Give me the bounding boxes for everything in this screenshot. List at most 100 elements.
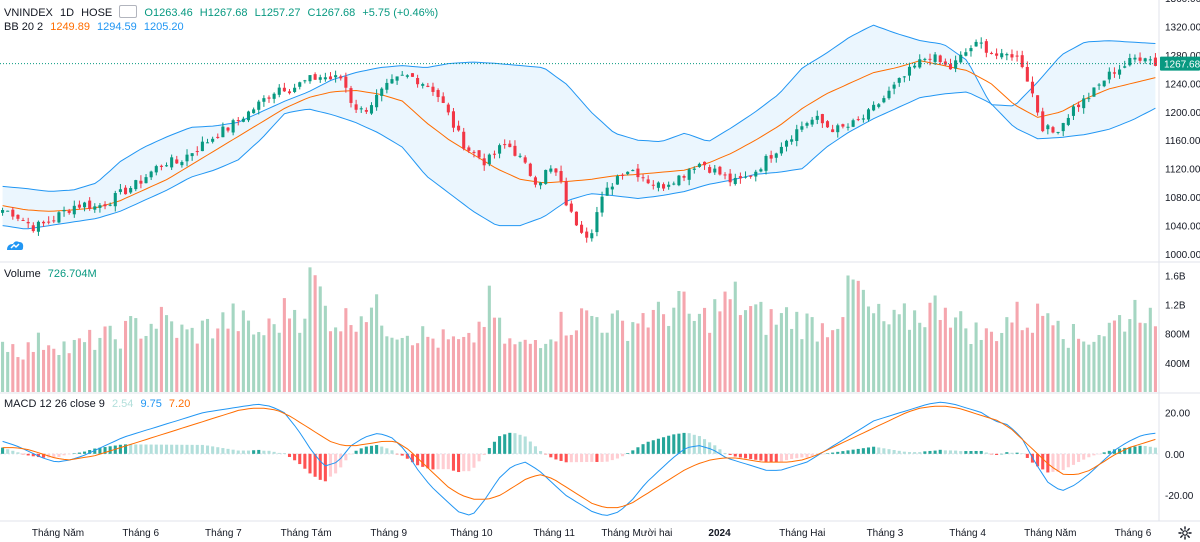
candle-body bbox=[129, 188, 133, 193]
macd-histogram-bar bbox=[436, 453, 440, 470]
volume-bar bbox=[154, 328, 158, 392]
candle-body bbox=[687, 169, 691, 180]
volume-bar bbox=[974, 322, 978, 392]
volume-bar bbox=[959, 311, 963, 392]
volume-bar bbox=[93, 349, 97, 392]
macd-histogram-bar bbox=[1123, 447, 1127, 454]
volume-bar bbox=[861, 289, 865, 392]
symbol-name[interactable]: VNINDEX bbox=[4, 7, 53, 19]
macd-histogram-bar bbox=[902, 451, 906, 454]
macd-histogram-bar bbox=[11, 450, 15, 454]
tradingview-logo-icon[interactable] bbox=[5, 238, 25, 254]
volume-bar bbox=[282, 298, 286, 392]
macd-histogram-bar bbox=[610, 453, 614, 461]
candle-body bbox=[610, 186, 614, 190]
interval-label[interactable]: 1D bbox=[59, 7, 75, 19]
candle-body bbox=[672, 183, 676, 185]
volume-bar bbox=[31, 351, 35, 392]
macd-histogram-bar bbox=[564, 453, 568, 463]
macd-histogram-bar bbox=[195, 444, 199, 454]
macd-legend[interactable]: MACD 12 26 close 9 2.54 9.75 7.20 bbox=[4, 397, 194, 411]
macd-histogram-bar bbox=[892, 449, 896, 454]
macd-histogram-bar bbox=[6, 449, 10, 454]
volume-bar bbox=[83, 342, 87, 392]
volume-bar bbox=[57, 354, 61, 392]
candle-body bbox=[738, 176, 742, 179]
macd-histogram-bar bbox=[451, 453, 456, 471]
candle-body bbox=[426, 85, 430, 87]
volume-bar bbox=[410, 345, 415, 392]
price-tick-label: 1120.00 bbox=[1165, 165, 1200, 176]
macd-histogram-bar bbox=[1092, 453, 1096, 456]
candle-body bbox=[790, 139, 794, 142]
candle-body bbox=[6, 210, 10, 212]
volume-bar bbox=[938, 319, 942, 392]
macd-histogram-bar bbox=[31, 453, 35, 457]
volume-bar bbox=[349, 325, 353, 392]
change-value: +5.75 (+0.46%) bbox=[362, 7, 439, 19]
volume-bar bbox=[513, 344, 517, 392]
candle-body bbox=[67, 210, 71, 213]
candle-body bbox=[554, 168, 558, 173]
candle-body bbox=[72, 205, 76, 215]
volume-bar bbox=[462, 336, 466, 392]
eye-icon[interactable] bbox=[119, 5, 138, 18]
macd-histogram-bar bbox=[231, 449, 235, 454]
volume-bar bbox=[1133, 299, 1137, 392]
macd-histogram-bar bbox=[528, 441, 532, 454]
candle-body bbox=[190, 153, 194, 157]
macd-histogram-bar bbox=[1102, 452, 1106, 454]
volume-bar bbox=[518, 341, 522, 392]
macd-histogram-bar bbox=[477, 453, 481, 462]
macd-histogram-bar bbox=[697, 436, 701, 454]
volume-bar bbox=[533, 340, 537, 392]
candle-body bbox=[108, 204, 112, 206]
candle-body bbox=[118, 189, 122, 192]
candle-body bbox=[1092, 87, 1096, 97]
macd-histogram-bar bbox=[820, 453, 824, 455]
candle-body bbox=[1112, 72, 1116, 74]
candle-body bbox=[1056, 131, 1060, 133]
gear-icon[interactable] bbox=[1178, 526, 1192, 540]
candle-body bbox=[93, 206, 97, 210]
candle-body bbox=[344, 76, 348, 88]
volume-bar bbox=[134, 318, 138, 392]
candle-body bbox=[216, 136, 220, 138]
volume-bar bbox=[354, 331, 358, 392]
time-tick-label: Tháng 3 bbox=[867, 528, 904, 539]
volume-bar bbox=[892, 309, 896, 392]
macd-histogram-bar bbox=[810, 453, 814, 456]
volume-bar bbox=[298, 332, 302, 392]
volume-bar bbox=[1030, 332, 1035, 392]
candle-body bbox=[1148, 59, 1152, 61]
volume-legend[interactable]: Volume 726.704M bbox=[4, 267, 101, 281]
volume-bar bbox=[1010, 322, 1014, 392]
candle-body bbox=[646, 179, 650, 184]
macd-histogram-bar bbox=[1025, 453, 1029, 458]
macd-histogram-bar bbox=[754, 453, 758, 460]
macd-histogram-bar bbox=[662, 437, 666, 454]
macd-histogram-bar bbox=[774, 453, 778, 463]
candle-body bbox=[359, 108, 363, 110]
volume-bar bbox=[293, 309, 297, 392]
macd-histogram-bar bbox=[36, 453, 40, 458]
macd-histogram-bar bbox=[600, 453, 604, 462]
candle-body bbox=[318, 77, 322, 80]
candle-body bbox=[605, 187, 609, 196]
macd-histogram-bar bbox=[728, 453, 732, 455]
volume-bar bbox=[231, 303, 235, 392]
bollinger-bands bbox=[2, 24, 1156, 230]
macd-histogram-bar bbox=[426, 453, 430, 469]
volume-bar bbox=[605, 332, 609, 392]
candle-body bbox=[825, 121, 830, 128]
volume-bar bbox=[1077, 338, 1081, 392]
macd-histogram-bar bbox=[574, 453, 578, 463]
volume-bar bbox=[36, 332, 40, 392]
candle-body bbox=[134, 180, 138, 190]
macd-histogram-bar bbox=[969, 451, 973, 454]
volume-bar bbox=[800, 339, 804, 392]
macd-histogram-bar bbox=[938, 449, 942, 454]
bb-legend[interactable]: BB 20 2 1249.89 1294.59 1205.20 bbox=[4, 20, 188, 34]
macd-histogram-bar bbox=[687, 433, 691, 454]
